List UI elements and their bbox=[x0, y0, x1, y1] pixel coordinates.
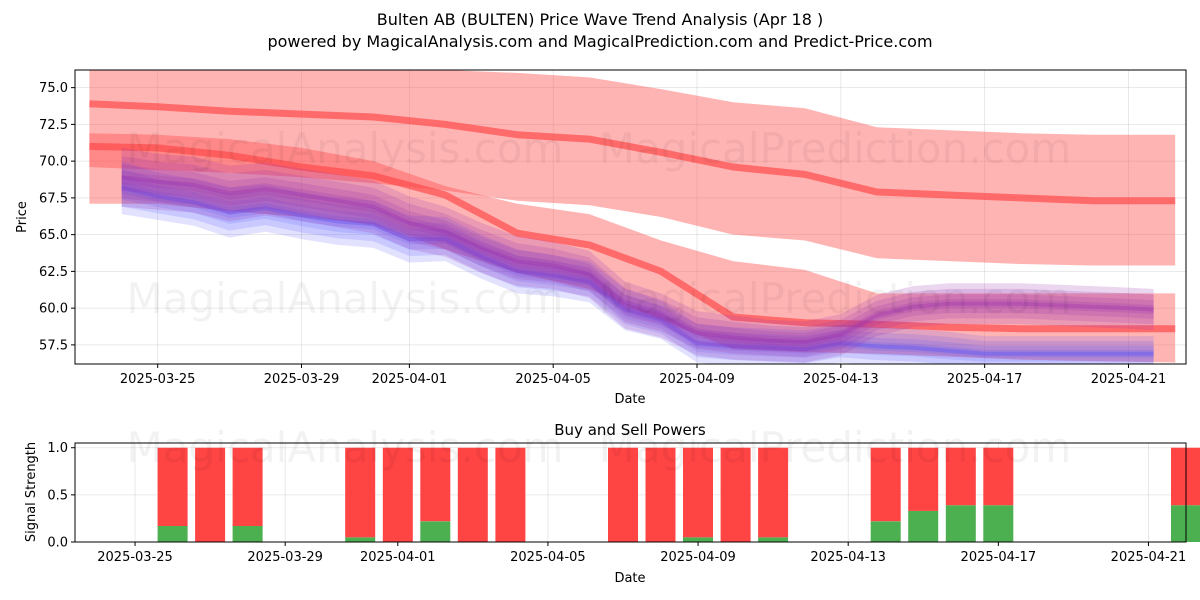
buy-power-bar bbox=[983, 505, 1014, 542]
sell-power-bar bbox=[195, 447, 226, 542]
signal-x-tick-label: 2025-04-05 bbox=[510, 550, 586, 565]
sell-power-bar bbox=[945, 447, 976, 506]
signal-x-ticks: 2025-03-25 2025-03-29 2025-04-01 2025-04-05… bbox=[97, 542, 1186, 565]
sell-power-bar bbox=[758, 447, 789, 538]
price-x-axis-label: Date bbox=[614, 392, 645, 407]
signal-y-axis-label: Signal Strength bbox=[24, 442, 39, 542]
price-plot-frame bbox=[74, 69, 1187, 365]
signal-y-ticks: 0.0 0.5 1.0 bbox=[47, 441, 75, 551]
buy-power-bar bbox=[345, 537, 376, 542]
buy-power-bar bbox=[157, 526, 188, 542]
buy-power-bar bbox=[908, 510, 939, 542]
watermark-prediction: MagicalPrediction.com bbox=[599, 124, 1072, 173]
price-x-tick-label: 2025-04-17 bbox=[947, 372, 1023, 387]
series-wave-wave-average-3 bbox=[121, 170, 1154, 347]
price-x-tick-label: 2025-04-01 bbox=[372, 372, 448, 387]
watermark-analysis-2: MagicalAnalysis.com bbox=[127, 274, 564, 323]
signal-chart-title: Buy and Sell Powers bbox=[554, 421, 706, 439]
price-x-tick-label: 2025-03-29 bbox=[264, 372, 340, 387]
series-wave-wave-average-0 bbox=[121, 147, 1154, 363]
series-wave-price-wave-1 bbox=[121, 168, 1154, 364]
sell-power-bar bbox=[457, 447, 488, 542]
sell-power-bar bbox=[157, 447, 188, 526]
signal-x-tick-label: 2025-04-21 bbox=[1111, 550, 1187, 565]
buy-power-bar bbox=[870, 521, 901, 542]
signal-bars bbox=[157, 447, 1200, 542]
sell-power-bar bbox=[908, 447, 939, 511]
sell-power-bar bbox=[420, 447, 451, 522]
price-x-tick-label: 2025-04-09 bbox=[659, 372, 735, 387]
sell-power-bar bbox=[645, 447, 676, 542]
sell-power-bar bbox=[720, 447, 751, 542]
signal-x-axis-label: Date bbox=[614, 571, 645, 586]
price-x-tick-label: 2025-04-21 bbox=[1091, 372, 1167, 387]
signal-plot-frame bbox=[74, 442, 1187, 543]
price-y-tick-label: 65.0 bbox=[39, 228, 68, 243]
sell-power-bar bbox=[232, 447, 263, 526]
series-wave-price-wave-0 bbox=[121, 161, 1154, 364]
price-y-tick-label: 62.5 bbox=[39, 265, 68, 280]
series-wave-wave-average-2 bbox=[121, 164, 1154, 352]
price-y-axis-label: Price bbox=[15, 201, 30, 233]
sell-power-bar bbox=[382, 447, 413, 542]
signal-y-tick-label: 0.5 bbox=[47, 488, 68, 503]
watermark-prediction-3: MagicalPrediction.com bbox=[599, 423, 1072, 472]
buy-power-bar bbox=[683, 537, 713, 542]
series-line-wave-average bbox=[121, 175, 1154, 344]
watermark-prediction-2: MagicalPrediction.com bbox=[599, 274, 1072, 323]
chart-subtitle: powered by MagicalAnalysis.com and Magic… bbox=[267, 32, 932, 51]
series-wave-price-wave-3 bbox=[121, 181, 1154, 358]
watermark-analysis: MagicalAnalysis.com bbox=[127, 124, 564, 173]
price-y-tick-label: 57.5 bbox=[39, 338, 68, 353]
sell-power-bar bbox=[870, 447, 901, 522]
price-series bbox=[89, 70, 1176, 364]
sell-power-bar bbox=[683, 447, 713, 538]
price-x-tick-label: 2025-03-25 bbox=[120, 372, 196, 387]
price-y-tick-label: 70.0 bbox=[39, 155, 68, 170]
price-y-tick-label: 75.0 bbox=[39, 81, 68, 96]
price-y-ticks: 57.5 60.0 62.5 65.0 67.5 70.0 72.5 75.0 bbox=[39, 81, 75, 353]
price-x-tick-label: 2025-04-13 bbox=[803, 372, 879, 387]
sell-power-bar bbox=[345, 447, 376, 538]
signal-y-tick-label: 0.0 bbox=[47, 536, 68, 551]
price-chart: MagicalAnalysis.com MagicalPrediction.co… bbox=[15, 69, 1187, 407]
series-line-price-wave bbox=[121, 185, 1154, 356]
series-band-lower-trend bbox=[89, 133, 1176, 363]
price-x-tick-label: 2025-04-05 bbox=[515, 372, 591, 387]
signal-x-tick-label: 2025-04-13 bbox=[810, 550, 886, 565]
buy-power-bar bbox=[232, 526, 263, 542]
chart-title: Bulten AB (BULTEN) Price Wave Trend Anal… bbox=[377, 10, 823, 29]
signal-x-tick-label: 2025-04-09 bbox=[660, 550, 736, 565]
sell-power-bar bbox=[608, 447, 638, 542]
price-x-ticks: 2025-03-25 2025-03-29 2025-04-01 2025-04-05… bbox=[120, 364, 1166, 387]
buy-power-bar bbox=[758, 537, 789, 542]
sell-power-bar bbox=[495, 447, 526, 542]
watermark-analysis-3: MagicalAnalysis.com bbox=[127, 423, 564, 472]
price-y-tick-label: 72.5 bbox=[39, 118, 68, 133]
series-line-lower-trend bbox=[89, 142, 1176, 333]
sell-power-bar bbox=[983, 447, 1014, 506]
signal-x-tick-label: 2025-04-17 bbox=[961, 550, 1037, 565]
buy-power-bar bbox=[420, 521, 451, 542]
series-line-upper-trend bbox=[89, 100, 1176, 205]
signal-x-tick-label: 2025-03-25 bbox=[97, 550, 173, 565]
signal-x-tick-label: 2025-03-29 bbox=[247, 550, 323, 565]
series-wave-wave-average-1 bbox=[121, 156, 1154, 357]
price-y-tick-label: 60.0 bbox=[39, 302, 68, 317]
price-y-tick-label: 67.5 bbox=[39, 191, 68, 206]
signal-chart: Buy and Sell Powers MagicalAnalysis.com … bbox=[24, 421, 1200, 586]
signal-y-tick-label: 1.0 bbox=[47, 441, 68, 456]
signal-x-tick-label: 2025-04-01 bbox=[360, 550, 436, 565]
series-wave-price-wave-2 bbox=[121, 175, 1154, 362]
buy-power-bar bbox=[945, 505, 976, 542]
